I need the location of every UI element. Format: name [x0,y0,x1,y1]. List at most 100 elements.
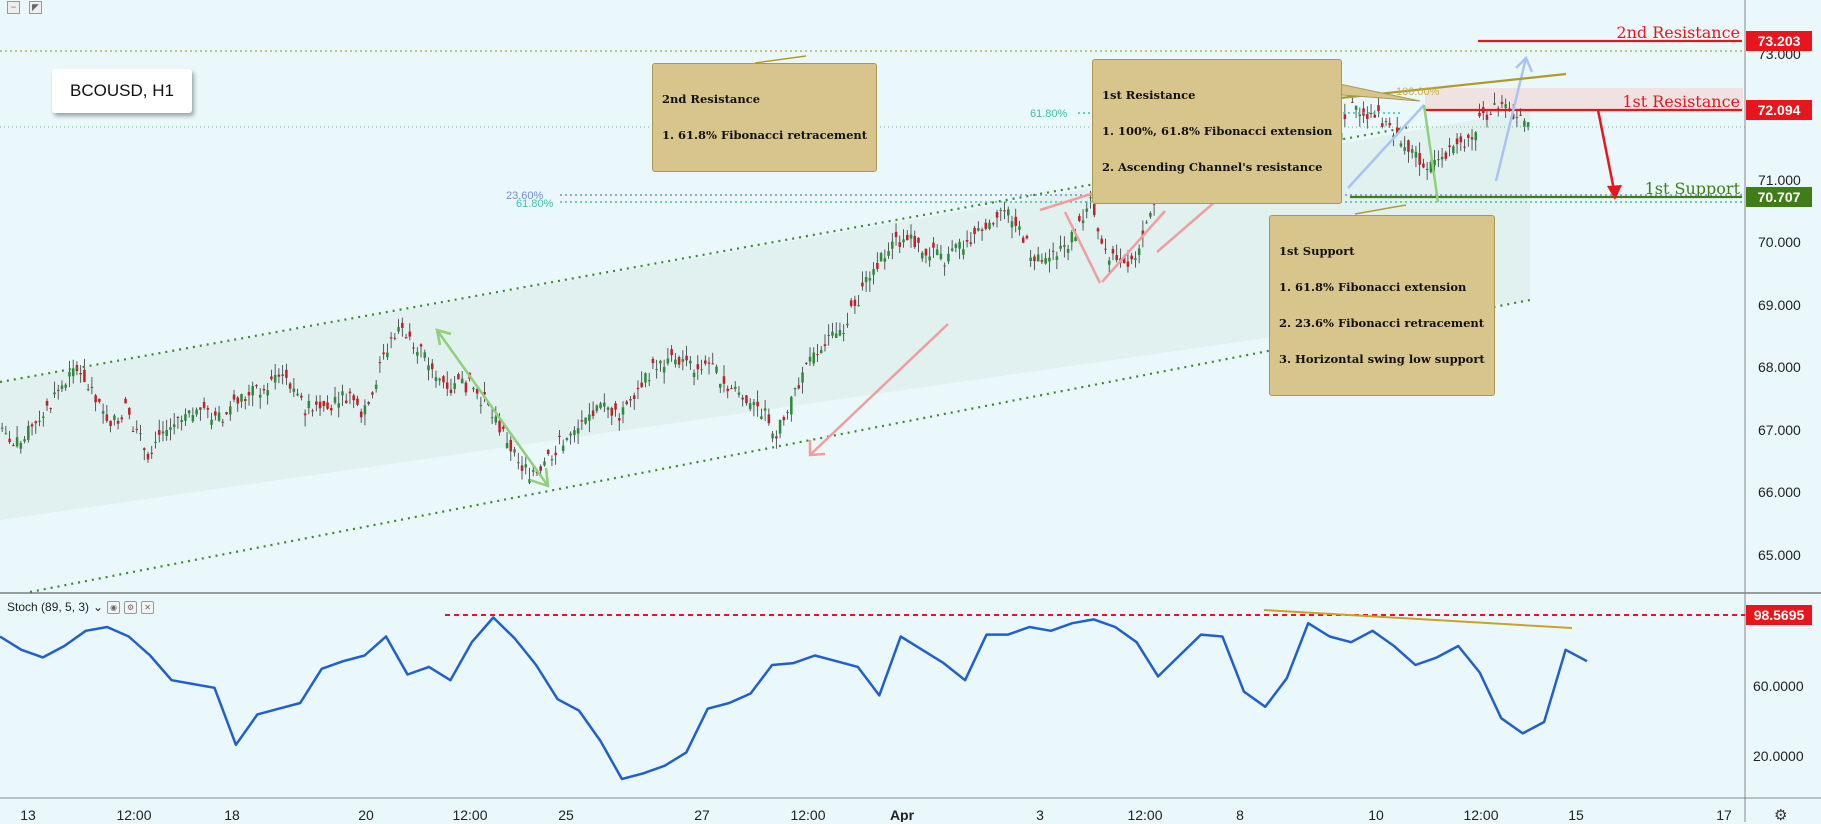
candle [1044,258,1047,264]
candle [864,277,868,283]
candle [733,386,737,389]
candle [629,399,632,401]
stoch-tick: 60.0000 [1753,678,1804,694]
candle [176,416,180,418]
note-line: 1. 100%, 61.8% Fibonacci extension [1102,124,1333,138]
time-tick: 12:00 [790,807,825,822]
candle [849,300,853,306]
candle [38,420,41,422]
stoch-pane [0,616,1588,781]
candle [154,441,157,443]
candle [992,223,995,225]
candle [1515,116,1519,118]
candle [786,411,789,413]
eye-icon[interactable]: ◉ [107,600,121,614]
candle [580,420,584,422]
candle [1455,138,1459,145]
candle [887,251,890,256]
candle [707,362,711,364]
gear-icon[interactable]: ⚙ [1774,807,1788,824]
candle [831,331,834,336]
pane-icon[interactable]: ◤ [29,1,42,14]
candle [924,248,928,256]
candle [741,397,744,400]
time-tick: 27 [694,807,710,822]
candle [1033,256,1036,262]
candle [303,413,307,416]
candle [894,231,898,238]
candle [490,417,494,419]
candle [371,392,374,395]
candle [300,395,303,398]
candle [614,403,617,410]
candle [935,249,939,256]
candle [315,401,318,405]
candle [1074,237,1077,242]
candle [251,386,254,396]
candle [266,390,269,396]
candle [285,369,288,378]
candle [0,427,4,429]
arrow-green-1 [435,329,550,487]
candle [857,305,860,307]
candle [838,330,842,336]
candle [322,400,326,407]
candle [517,462,520,464]
candle [1470,137,1474,140]
time-tick: 12:00 [116,807,151,822]
candle [700,369,703,371]
candle [120,417,124,420]
note-second-resistance: 2nd Resistance 1. 61.8% Fibonacci retrac… [652,63,878,172]
close-icon[interactable]: ✕ [141,600,155,614]
candle [214,411,217,416]
candle [318,401,322,409]
channel-lower-line [29,298,1531,594]
fib-label-100: 100.00% [1396,86,1440,98]
candle [479,404,483,406]
candle [255,385,258,387]
candle [79,373,82,375]
candle [1029,257,1032,262]
candle [1425,168,1429,170]
candle [939,253,943,259]
candle [494,416,498,423]
candle [225,412,228,415]
candle [543,461,546,466]
candle [1493,103,1496,105]
minimize-icon[interactable]: − [7,1,20,14]
candle [1418,153,1421,165]
candle [692,372,696,378]
candle [460,378,464,384]
candle [232,394,236,400]
candle [1354,105,1358,110]
candle [603,402,606,407]
candle [767,414,771,424]
arrow-pink-3 [1063,211,1102,284]
time-tick: 20 [358,807,374,822]
candle [928,256,931,261]
candle [674,359,677,365]
candle [573,430,576,435]
time-tick: 18 [224,807,240,822]
candle [1519,114,1522,116]
candle [423,352,427,358]
candle [621,407,625,415]
chevron-down-icon[interactable]: ⌄ [93,600,104,614]
note-line: 2. Ascending Channel's resistance [1102,160,1323,174]
candle [457,374,460,380]
candle [401,322,404,328]
candle [502,426,505,429]
candle [883,258,887,262]
candle [793,387,797,390]
candle [647,380,651,382]
candle [520,465,524,471]
candle [45,401,49,406]
settings-icon[interactable]: ⚙ [124,600,138,614]
candle [98,398,101,402]
candle [531,470,535,472]
candle [240,393,243,402]
price-tick: 65.000 [1758,547,1801,563]
note-line: 1st Resistance [1102,88,1196,102]
